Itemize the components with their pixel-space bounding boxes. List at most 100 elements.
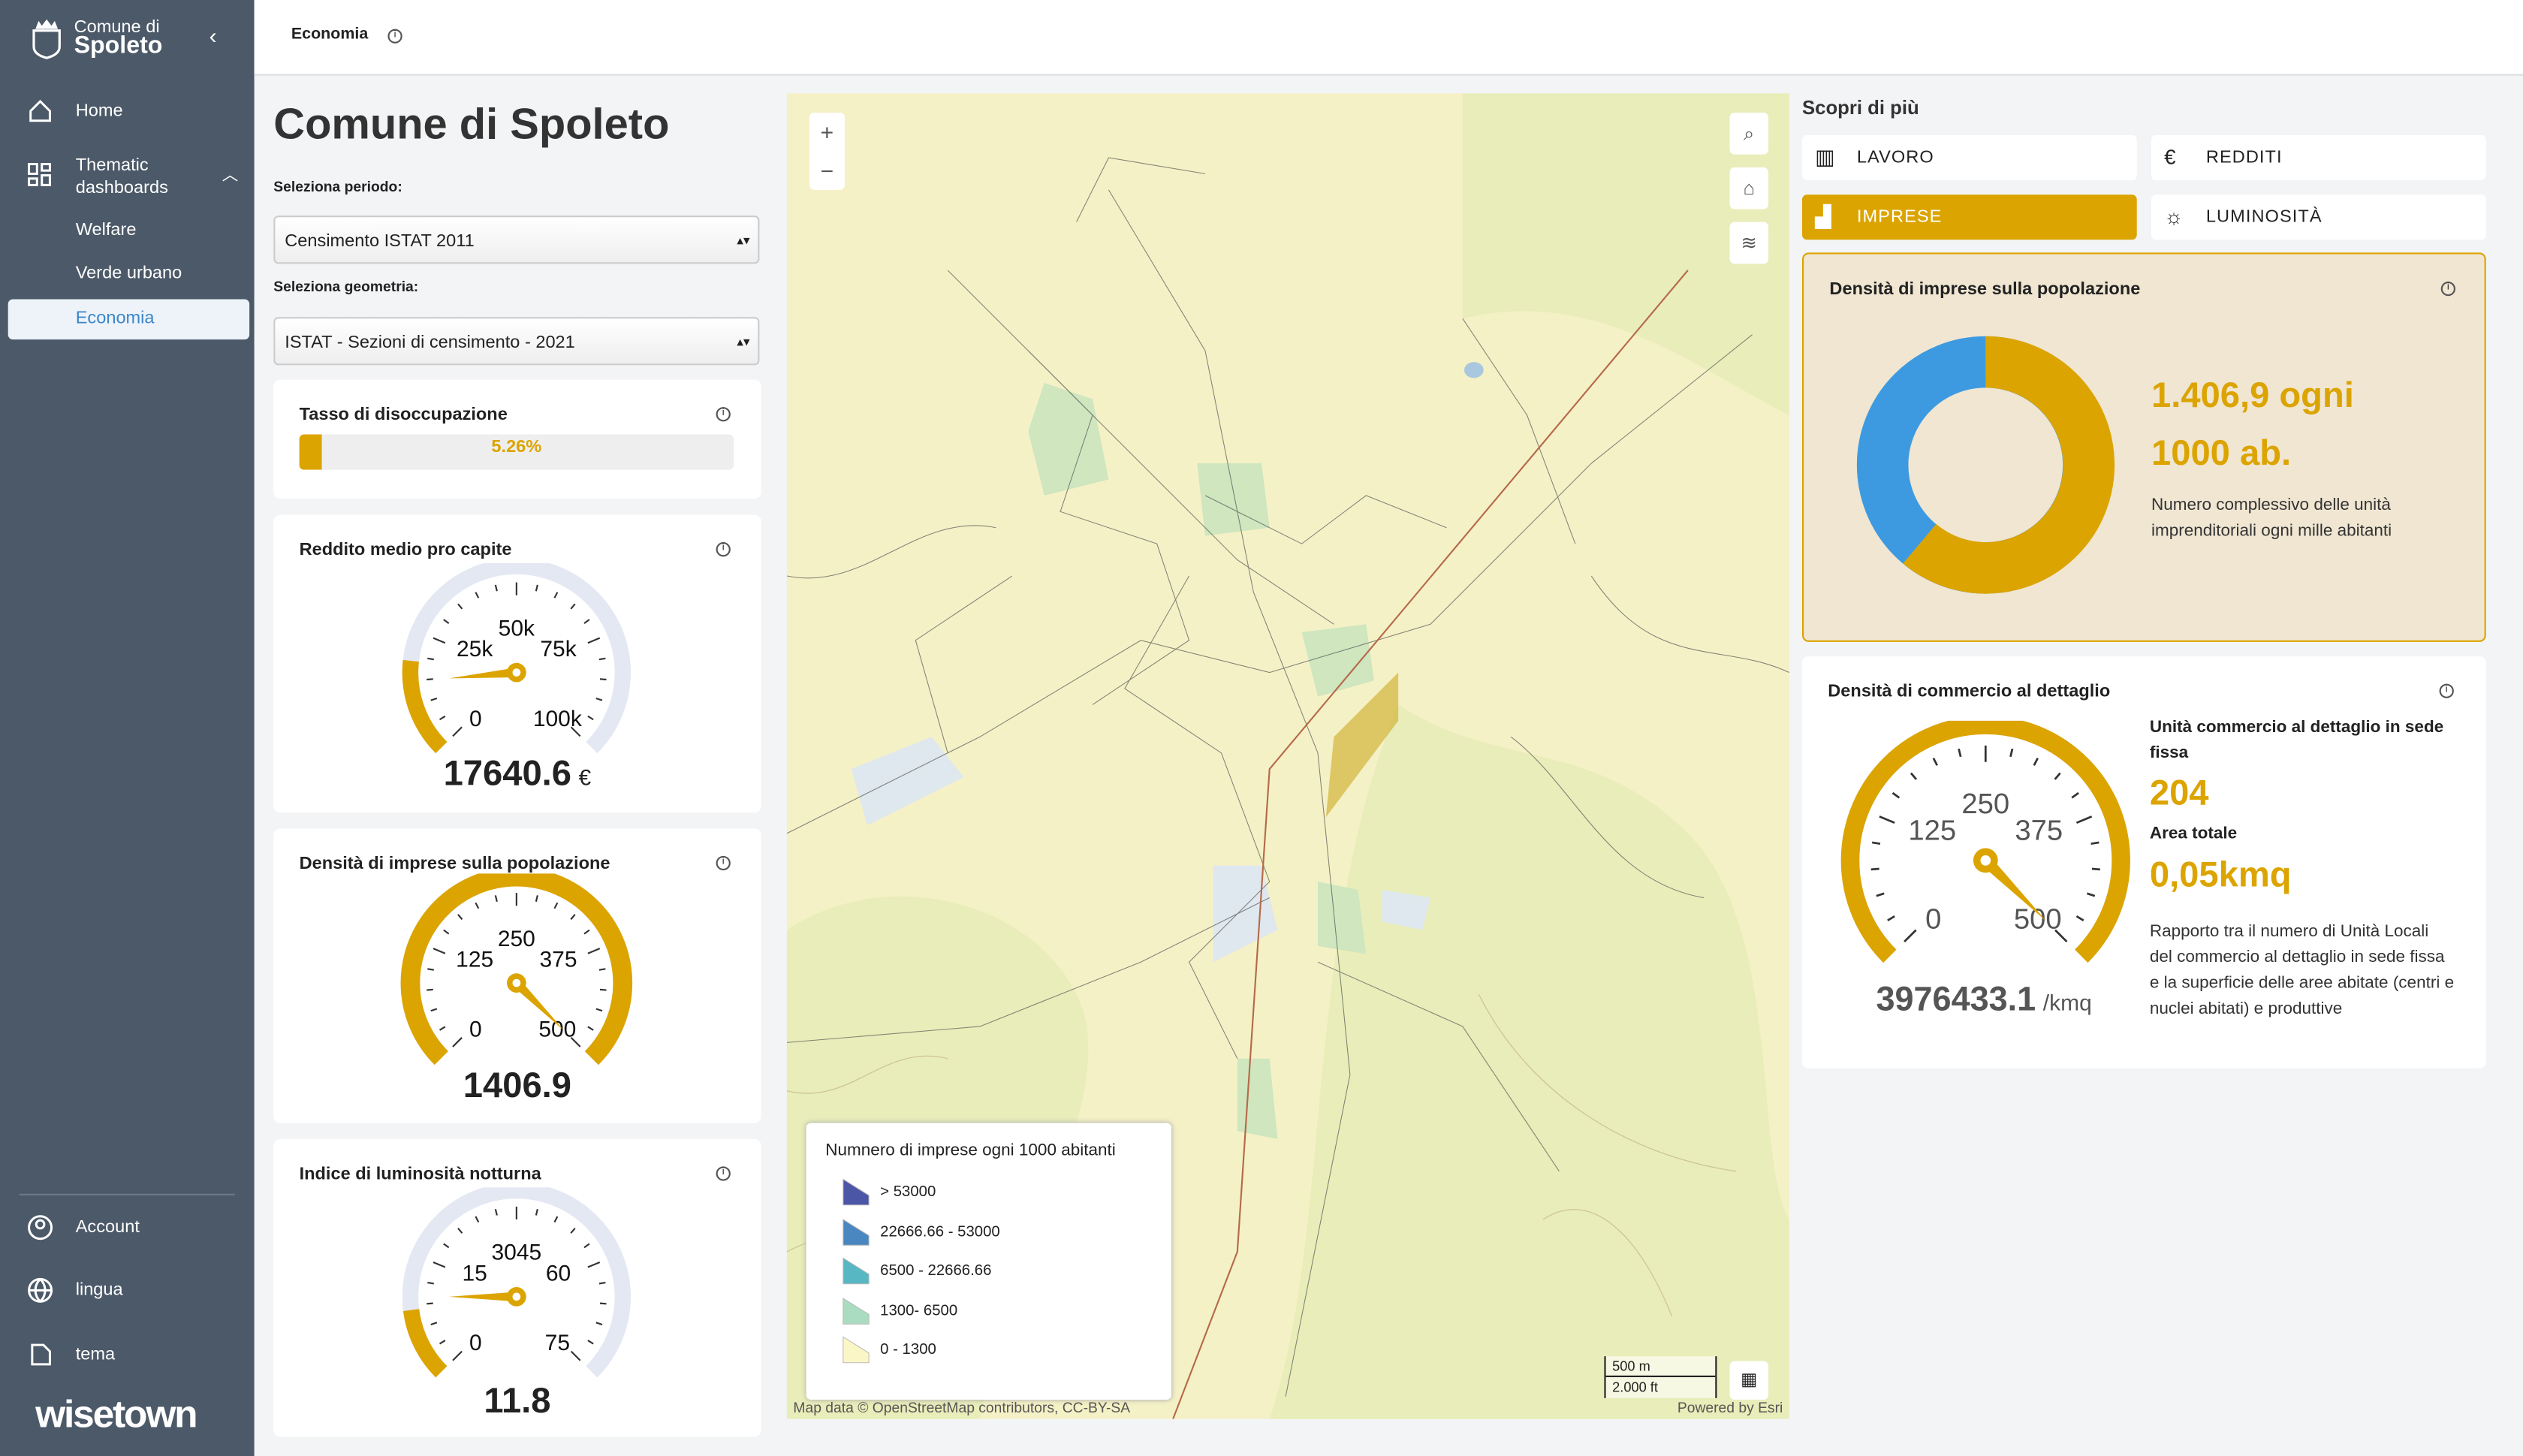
- gauge-tick: [583, 1243, 590, 1249]
- gauge-label: 15: [463, 1261, 487, 1286]
- legend-swatch: [843, 1336, 870, 1364]
- dash-icon: [28, 163, 51, 186]
- label: IMPRESE: [1856, 207, 1943, 228]
- info-icon[interactable]: i: [716, 542, 731, 557]
- gauge-label: 0: [469, 1017, 482, 1042]
- info-icon[interactable]: i: [2439, 683, 2454, 698]
- gauge-value: 3976433.1 /kmq: [1802, 981, 2166, 1020]
- gauge-hub-inner: [512, 1292, 521, 1301]
- gauge-tick: [2054, 772, 2061, 780]
- gauge-label: 0: [469, 707, 482, 731]
- legend-swatch: [843, 1296, 870, 1324]
- gauge-tick: [535, 584, 538, 592]
- label2: Area totale: [2149, 823, 2238, 843]
- gauge-tick: [570, 1350, 581, 1361]
- gauge-tick: [595, 1322, 603, 1325]
- nav-account[interactable]: Account: [75, 1217, 140, 1237]
- info-icon[interactable]: i: [387, 29, 402, 44]
- donut: [1856, 336, 2115, 594]
- legend-swatch: [843, 1257, 870, 1285]
- gauge-tick: [1871, 841, 1881, 846]
- nav-home[interactable]: Home: [75, 101, 123, 121]
- btn-redditi[interactable]: € REDDITI: [2151, 134, 2486, 180]
- info-icon[interactable]: i: [716, 1166, 731, 1181]
- density-desc: Numero complessivo delle unità imprendit…: [2151, 495, 2392, 541]
- logo-top: Comune di: [74, 17, 160, 38]
- nav-welfare[interactable]: Welfare: [75, 220, 137, 240]
- gauge-tick: [1910, 772, 1918, 780]
- gauge-label: 375: [540, 948, 577, 972]
- gauge-card: Reddito medio pro capite i 0 25k 50k 75k 100k…: [273, 514, 761, 812]
- gauge-tick: [475, 1216, 480, 1223]
- collapse[interactable]: ‹: [209, 22, 217, 49]
- label1: Unità commercio al dettaglio in sede fis…: [2149, 717, 2444, 763]
- info-icon[interactable]: i: [716, 855, 731, 871]
- card-title: Reddito medio pro capite: [299, 540, 512, 560]
- gauge-tick: [570, 726, 581, 737]
- gauge-tick: [595, 697, 603, 701]
- geometry-select[interactable]: ISTAT - Sezioni di censimento - 2021 ▴▾: [273, 317, 760, 366]
- nav-thematic[interactable]: Thematic dashboards: [75, 155, 168, 198]
- gauge-label: 0: [469, 1331, 482, 1355]
- retail-desc: Rapporto tra il numero di Unità Locali d…: [2149, 921, 2455, 1019]
- gauge-tick: [595, 1008, 603, 1012]
- geometry-label: Seleziona geometria:: [273, 278, 419, 295]
- divider: [19, 1193, 235, 1195]
- nav-verde[interactable]: Verde urbano: [75, 264, 182, 284]
- gauge-tick: [587, 1340, 594, 1345]
- zoom-control[interactable]: + −: [809, 112, 846, 190]
- gauge-label: 250: [498, 927, 535, 951]
- gauge-tick: [452, 1350, 463, 1361]
- period-label: Seleziona periodo:: [273, 178, 402, 195]
- legend-label: 22666.66 - 53000: [880, 1222, 1000, 1240]
- qr-button[interactable]: ▦: [1729, 1361, 1769, 1400]
- gauge-value: 1406.9: [463, 1065, 572, 1105]
- gauge-needle: [448, 1292, 517, 1302]
- line2: 1000 ab.: [2151, 433, 2292, 473]
- gauge-tick: [587, 1261, 601, 1268]
- value1: 204: [2149, 772, 2209, 812]
- card-title: Densità di imprese sulla popolazione: [1829, 279, 2141, 300]
- gauge-value: 11.8: [484, 1380, 551, 1421]
- gauge-tick: [430, 697, 438, 701]
- progress-track: [299, 434, 734, 470]
- gauge-tick: [457, 1227, 463, 1234]
- retail-card: Densità di commercio al dettaglio i 0 125…: [1802, 656, 2486, 1069]
- info-icon[interactable]: i: [2440, 281, 2456, 297]
- gauge-tick: [439, 1026, 446, 1031]
- gauge-tick: [553, 902, 559, 909]
- gauge-tick: [2075, 915, 2084, 921]
- gauge-tick: [427, 678, 433, 681]
- nav-economia[interactable]: Economia: [75, 309, 155, 329]
- label: REDDITI: [2205, 148, 2283, 167]
- gauge-tick: [2086, 892, 2096, 897]
- btn-luminosita[interactable]: ☼ LUMINOSITÀ: [2151, 194, 2486, 240]
- btn-lavoro[interactable]: ▥ LAVORO: [1802, 134, 2137, 180]
- chevron: ︿: [222, 167, 239, 185]
- legend-label: 0 - 1300: [880, 1340, 936, 1359]
- gauge-tick: [2071, 791, 2079, 799]
- gauge-tick: [2091, 867, 2100, 871]
- gauge-fill: [400, 873, 633, 1066]
- gauge-card: Indice di luminosità notturna i 0 15 3045 60…: [273, 1138, 761, 1437]
- legend-item: 1300- 6500: [842, 1296, 957, 1326]
- density-card: Densità di imprese sulla popolazione i 1…: [1802, 252, 2486, 642]
- label: LUMINOSITÀ: [2205, 207, 2323, 228]
- legend-label: > 53000: [880, 1183, 936, 1201]
- label: LAVORO: [1856, 148, 1934, 167]
- line1: 1.406,9 ogni: [2151, 375, 2354, 415]
- legend-item: 0 - 1300: [842, 1335, 936, 1365]
- btn-imprese[interactable]: ▟ IMPRESE: [1802, 194, 2137, 240]
- unit: /kmq: [2042, 989, 2092, 1015]
- nav-tema[interactable]: tema: [75, 1345, 116, 1364]
- info-icon[interactable]: i: [716, 407, 731, 422]
- map-tools[interactable]: ⌕ ⌂ ≋: [1729, 112, 1769, 273]
- nav-lingua[interactable]: lingua: [75, 1280, 123, 1301]
- bottom-icons: [28, 1215, 53, 1303]
- legend: Numnero di imprese ogni 1000 abitanti > …: [806, 1123, 1172, 1400]
- map[interactable]: + − ⌕ ⌂ ≋ Numnero di imprese ogni 1000 abit…: [786, 93, 1789, 1419]
- period-select[interactable]: Censimento ISTAT 2011 ▴▾: [273, 216, 760, 264]
- gauge-tick: [430, 1008, 438, 1012]
